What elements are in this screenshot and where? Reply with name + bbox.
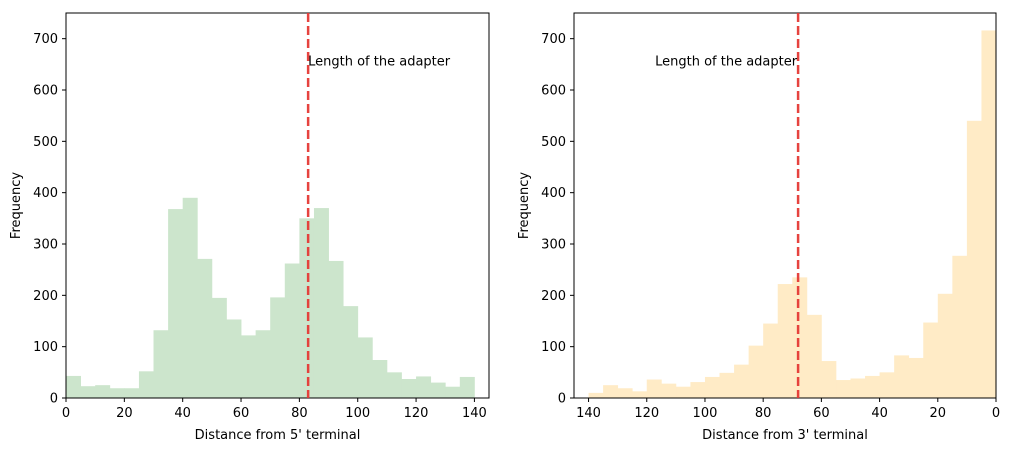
histogram-bar bbox=[588, 392, 604, 398]
histogram-bar bbox=[821, 361, 837, 398]
histogram-bar bbox=[675, 386, 691, 398]
histogram-bar bbox=[401, 379, 417, 398]
adapter-length-annotation: Length of the adapter bbox=[655, 54, 798, 69]
x-tick-label: 140 bbox=[462, 406, 487, 421]
y-tick-label: 700 bbox=[33, 32, 58, 47]
y-tick-label: 500 bbox=[33, 135, 58, 150]
x-tick-label: 0 bbox=[992, 406, 1000, 421]
y-tick-label: 400 bbox=[33, 186, 58, 201]
y-tick-label: 200 bbox=[33, 289, 58, 304]
histogram-bar bbox=[284, 263, 300, 398]
y-tick-label: 300 bbox=[33, 238, 58, 253]
y-tick-label: 100 bbox=[541, 340, 566, 355]
x-tick-label: 140 bbox=[576, 406, 601, 421]
x-tick-label: 120 bbox=[634, 406, 659, 421]
y-axis-label: Frequency bbox=[9, 172, 24, 239]
histogram-bar bbox=[661, 383, 677, 398]
x-tick-label: 60 bbox=[813, 406, 830, 421]
histogram-bar bbox=[182, 197, 198, 398]
histogram-bar bbox=[894, 355, 910, 398]
x-tick-label: 100 bbox=[693, 406, 718, 421]
histogram-bar bbox=[211, 297, 227, 398]
histogram-bar bbox=[806, 314, 822, 398]
histogram-bar bbox=[445, 386, 461, 398]
histogram-bar bbox=[153, 330, 169, 398]
axes-frame bbox=[65, 12, 490, 399]
histogram-bar bbox=[865, 375, 880, 398]
x-tick-label: 80 bbox=[755, 406, 772, 421]
histogram-bar bbox=[386, 372, 402, 398]
histogram-bar bbox=[313, 208, 329, 398]
histogram-bar bbox=[981, 30, 997, 398]
x-tick-label: 0 bbox=[62, 406, 70, 421]
histogram-bar bbox=[734, 364, 750, 398]
x-tick-label: 20 bbox=[116, 406, 133, 421]
x-axis-label: Distance from 3' terminal bbox=[702, 428, 868, 443]
histogram-bar bbox=[168, 209, 184, 398]
histogram-bar bbox=[124, 388, 140, 398]
histogram-bar bbox=[923, 322, 939, 398]
histogram-bar bbox=[908, 357, 924, 398]
histogram-bar bbox=[372, 360, 388, 398]
histogram-bar bbox=[952, 255, 968, 398]
histogram-bar bbox=[95, 385, 111, 398]
x-tick-label: 60 bbox=[233, 406, 250, 421]
histogram-bar bbox=[138, 371, 154, 398]
histogram-bar bbox=[328, 260, 344, 398]
y-tick-label: 0 bbox=[50, 392, 58, 407]
histogram-bar bbox=[719, 372, 735, 398]
histogram-bar bbox=[109, 388, 125, 398]
histogram-bar bbox=[966, 120, 982, 399]
x-tick-label: 80 bbox=[291, 406, 308, 421]
y-tick-label: 700 bbox=[541, 32, 566, 47]
histogram-bar bbox=[66, 375, 81, 398]
histogram-bar bbox=[416, 376, 432, 398]
histogram-bar bbox=[879, 372, 895, 398]
y-tick-label: 600 bbox=[33, 84, 58, 99]
histogram-bar bbox=[459, 376, 475, 398]
y-tick-label: 500 bbox=[541, 135, 566, 150]
y-tick-label: 400 bbox=[541, 186, 566, 201]
y-tick-label: 600 bbox=[541, 84, 566, 99]
x-tick-label: 40 bbox=[871, 406, 888, 421]
y-tick-label: 300 bbox=[541, 238, 566, 253]
histogram-bar bbox=[748, 345, 764, 398]
histogram-bar bbox=[226, 319, 242, 398]
histogram-bar bbox=[357, 337, 373, 398]
histogram-bar bbox=[632, 391, 648, 398]
histogram-bar bbox=[197, 258, 213, 398]
histogram-bar bbox=[792, 277, 808, 398]
histogram-bar bbox=[430, 382, 446, 398]
histogram-bar bbox=[937, 293, 953, 398]
histogram-bar bbox=[617, 388, 633, 398]
histogram-bar bbox=[343, 306, 359, 398]
x-axis-label: Distance from 5' terminal bbox=[195, 428, 361, 443]
y-tick-label: 0 bbox=[558, 392, 566, 407]
histogram-bar bbox=[835, 380, 851, 398]
adapter-length-annotation: Length of the adapter bbox=[308, 54, 451, 69]
histogram-bar bbox=[850, 378, 866, 398]
histogram-bar bbox=[646, 379, 662, 398]
histogram-3prime-panel: 140 120 100 80 60 40 20 00100200300400500600700… bbox=[517, 12, 1000, 443]
histogram-bar bbox=[777, 284, 793, 398]
x-tick-label: 40 bbox=[174, 406, 191, 421]
x-tick-label: 100 bbox=[345, 406, 370, 421]
x-tick-label: 20 bbox=[930, 406, 947, 421]
axes-frame bbox=[573, 12, 997, 399]
histogram-5prime-panel: 0 20 40 60 80 100 120 140 0 100 200 300 400 500 600 700… bbox=[9, 12, 490, 443]
histogram-bar bbox=[270, 297, 286, 398]
histogram-bar bbox=[241, 335, 257, 398]
histogram-bar bbox=[690, 382, 706, 398]
histogram-bar bbox=[299, 218, 315, 398]
histogram-bar bbox=[603, 385, 619, 398]
histogram-bar bbox=[704, 376, 720, 398]
y-tick-label: 200 bbox=[541, 289, 566, 304]
histogram-bar bbox=[763, 323, 779, 398]
y-axis-label: Frequency bbox=[517, 172, 532, 239]
y-tick-label: 100 bbox=[33, 340, 58, 355]
histogram-bar bbox=[80, 386, 96, 398]
histogram-bar bbox=[255, 330, 271, 398]
x-tick-label: 120 bbox=[404, 406, 429, 421]
